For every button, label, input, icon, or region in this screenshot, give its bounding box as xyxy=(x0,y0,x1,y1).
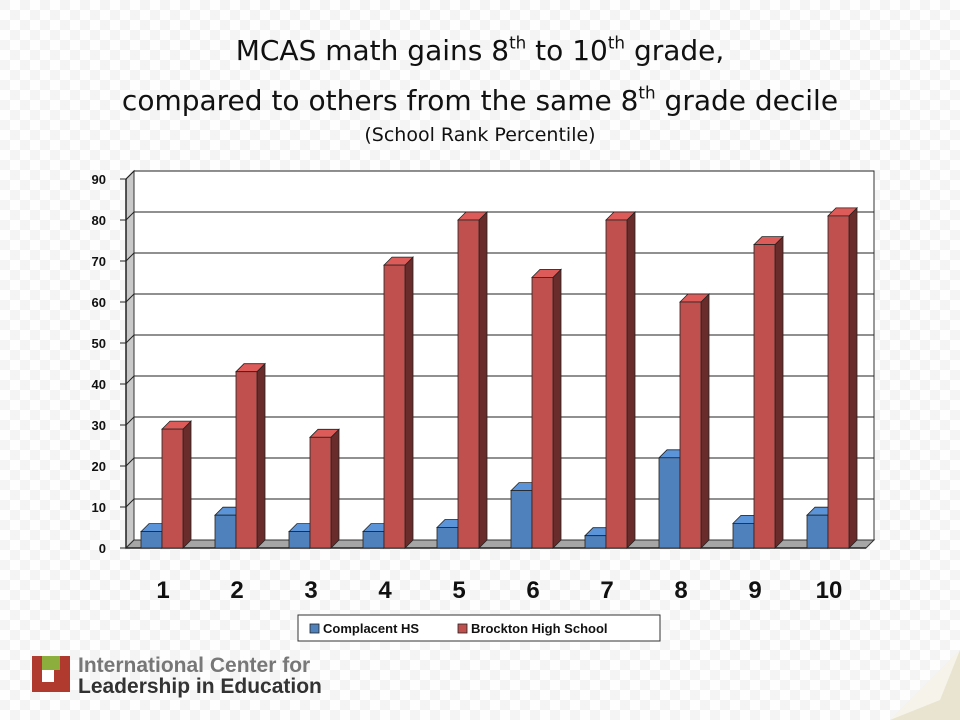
y-tick-label: 30 xyxy=(92,418,106,433)
bar-complacent-hs-4 xyxy=(362,531,385,549)
legend-swatch xyxy=(309,623,320,634)
bar-brockton-high-school-8 xyxy=(679,301,702,549)
bar-brockton-high-school-5 xyxy=(457,219,480,549)
legend-label: Complacent HS xyxy=(323,621,419,636)
x-tick-label: 1 xyxy=(156,577,169,604)
bar-complacent-hs-2 xyxy=(214,514,237,549)
y-tick-label: 10 xyxy=(92,500,106,515)
y-tick-label: 90 xyxy=(92,172,106,187)
x-tick-label: 5 xyxy=(452,577,465,604)
bar-brockton-high-school-10 xyxy=(827,215,850,549)
y-tick-label: 20 xyxy=(92,459,106,474)
bar-brockton-high-school-6 xyxy=(531,276,554,549)
gridline xyxy=(125,170,874,180)
icle-logo-icon xyxy=(32,656,70,692)
x-tick-label: 6 xyxy=(526,577,539,604)
bar-brockton-high-school-1 xyxy=(161,428,184,549)
bar-side xyxy=(626,211,636,549)
bar-side xyxy=(774,235,784,549)
bar-complacent-hs-6 xyxy=(510,490,533,549)
bar-side xyxy=(182,420,192,549)
x-tick-label: 9 xyxy=(748,577,761,604)
legend-box xyxy=(297,614,661,642)
bar-side xyxy=(552,268,562,549)
plot-side-wall xyxy=(125,169,135,550)
bar-complacent-hs-5 xyxy=(436,527,459,549)
x-tick-label: 8 xyxy=(674,577,687,604)
y-tick-label: 80 xyxy=(92,213,106,228)
chart-subtitle: (School Rank Percentile) xyxy=(364,124,596,146)
bar-side xyxy=(404,256,414,549)
bar-brockton-high-school-9 xyxy=(753,244,776,549)
chart-title-line2: compared to others from the same 8th gra… xyxy=(121,82,839,117)
bar-side xyxy=(478,211,488,549)
bar-complacent-hs-9 xyxy=(732,523,755,549)
y-tick-label: 70 xyxy=(92,254,106,269)
x-tick-label: 4 xyxy=(378,577,392,604)
page-curl-decoration xyxy=(890,650,960,720)
x-tick-label: 3 xyxy=(304,577,317,604)
bar-side xyxy=(330,428,340,549)
x-tick-label: 2 xyxy=(230,577,243,604)
bar-brockton-high-school-3 xyxy=(309,436,332,549)
logo-text-line2: Leadership in Education xyxy=(78,675,322,698)
bar-complacent-hs-10 xyxy=(806,514,829,549)
chart-title-line1: MCAS math gains 8th to 10th grade, xyxy=(235,32,725,67)
y-tick-label: 60 xyxy=(92,295,106,310)
bar-complacent-hs-8 xyxy=(658,457,681,549)
bar-brockton-high-school-7 xyxy=(605,219,628,549)
bar-side xyxy=(848,206,858,549)
y-tick-label: 50 xyxy=(92,336,106,351)
bar-brockton-high-school-2 xyxy=(235,371,258,549)
y-tick-label: 40 xyxy=(92,377,106,392)
bar-side xyxy=(256,362,266,549)
y-tick-label: 0 xyxy=(99,541,106,556)
bar-complacent-hs-3 xyxy=(288,531,311,549)
logo-text-line1: International Center for xyxy=(78,654,311,677)
x-tick-label: 7 xyxy=(600,577,613,604)
x-tick-label: 10 xyxy=(816,577,843,604)
bar-side xyxy=(700,293,710,549)
legend-label: Brockton High School xyxy=(471,621,608,636)
legend-swatch xyxy=(457,623,468,634)
bar-brockton-high-school-4 xyxy=(383,264,406,549)
bar-complacent-hs-1 xyxy=(140,531,163,549)
bar-complacent-hs-7 xyxy=(584,535,607,549)
